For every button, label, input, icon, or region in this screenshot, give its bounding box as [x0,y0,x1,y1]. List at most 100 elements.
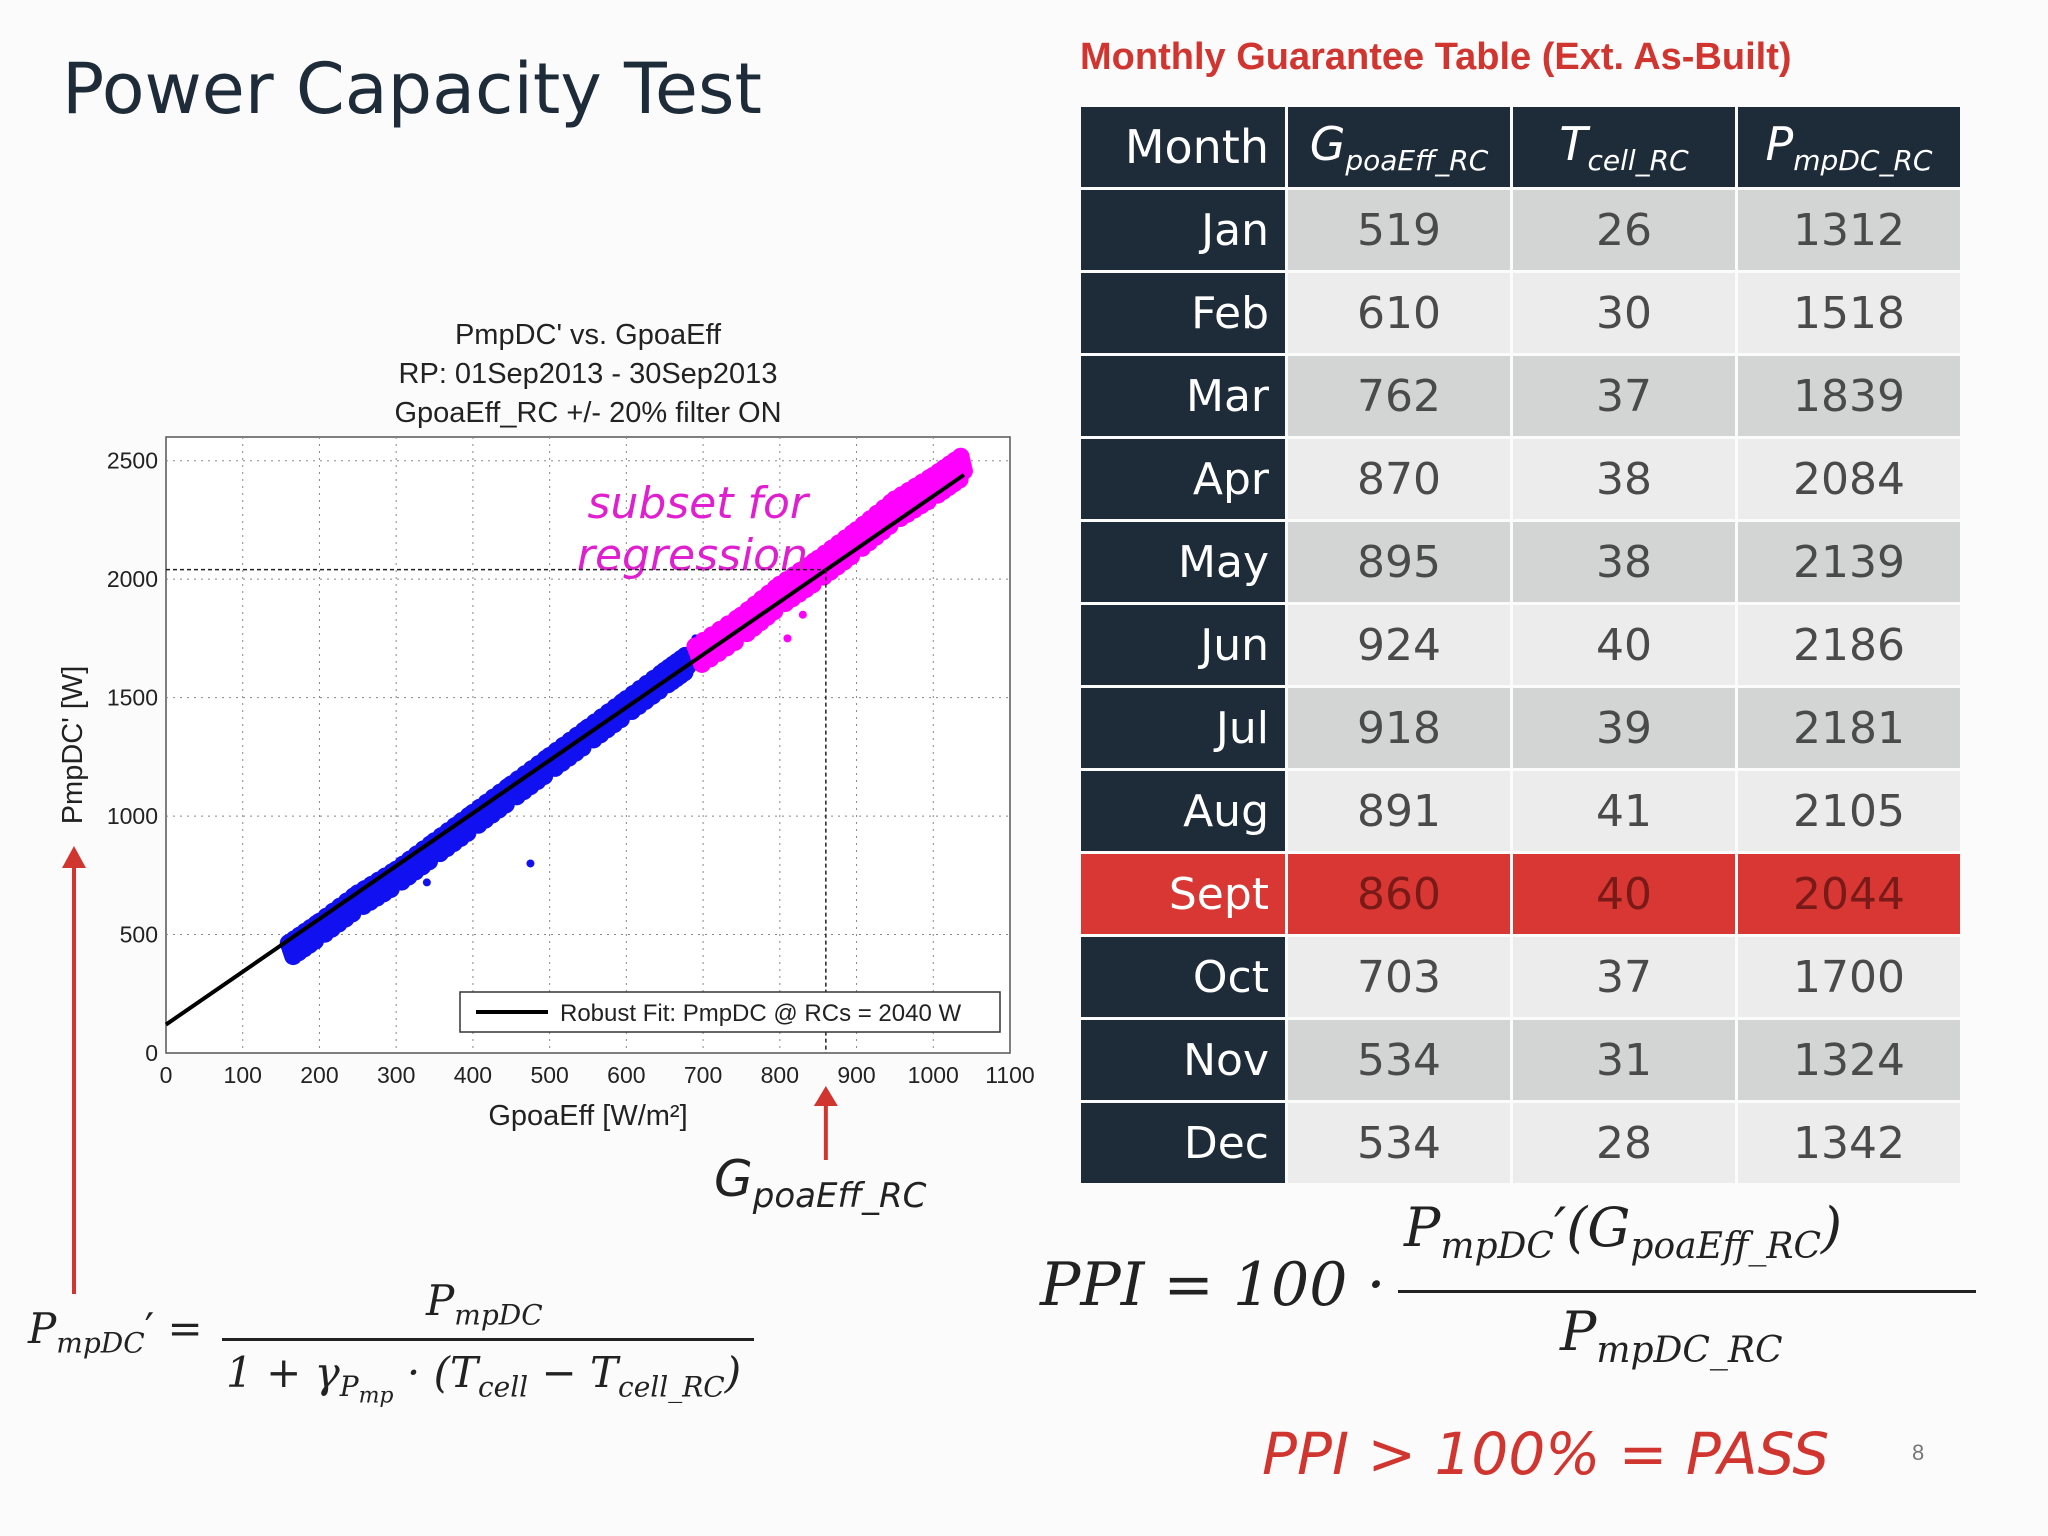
ppi-numerator: PmpDC′(GpoaEff_RC) [1404,1196,1842,1267]
arrowhead-icon [62,846,86,868]
fraction-bar-1 [222,1338,754,1341]
t-cell: 38 [1510,519,1738,605]
outlier-point [422,878,431,887]
t-cell: 30 [1510,270,1738,356]
ppi-num-sub: mpDC [1440,1225,1554,1267]
header-t-cell-rc: Tcell_RC [1510,104,1738,190]
ppi-den-sub: mpDC_RC [1596,1329,1783,1371]
month-cell: Jan [1078,187,1288,273]
y-tick-label: 500 [120,922,158,948]
header-g-sub: poaEff_RC [1345,144,1489,178]
header-t-main: T [1559,116,1588,171]
y-axis-label: PmpDC' [W] [57,666,89,825]
month-cell: Sept [1078,851,1288,937]
table-row: Jul 918 39 2181 [1078,685,1963,771]
ppi-num-end: ) [1821,1196,1843,1259]
t-cell: 37 [1510,353,1738,439]
g-poaeff-rc-label: GpoaEff_RC [714,1150,926,1216]
table-row: Jun 924 40 2186 [1078,602,1963,688]
t-cell: 40 [1510,851,1738,937]
pass-criterion: PPI > 100% = PASS [1262,1420,1830,1488]
series-1 [686,447,973,673]
num-sub: mpDC [454,1298,543,1332]
chart-legend: Robust Fit: PmpDC @ RCs = 2040 W [459,991,1001,1033]
chart-title-line: PmpDC' vs. GpoaEff [455,319,722,351]
g-cell: 534 [1285,1017,1513,1103]
lhs-sub: mpDC [56,1326,145,1360]
den-gamma-subsub: mp [358,1383,394,1409]
y-tick-label: 1500 [107,685,158,711]
month-cell: Jul [1078,685,1288,771]
g-cell: 762 [1285,353,1513,439]
p-cell: 1342 [1735,1100,1963,1186]
t-cell: 28 [1510,1100,1738,1186]
data-point [954,461,973,480]
month-cell: Jun [1078,602,1288,688]
header-p-sub: mpDC_RC [1793,144,1933,178]
table-row: Sept 860 40 2044 [1078,851,1963,937]
g-cell: 519 [1285,187,1513,273]
table-body: Jan 519 26 1312 Feb 610 30 1518 Mar 762 37 1839 Apr 8… [1078,187,1963,1186]
table-row: Dec 534 28 1342 [1078,1100,1963,1186]
month-cell: Aug [1078,768,1288,854]
ppi-num-prime: ′(G [1553,1196,1631,1259]
table-title: Monthly Guarantee Table (Ext. As-Built) [1080,36,1792,78]
month-cell: Mar [1078,353,1288,439]
chart-title-line: RP: 01Sep2013 - 30Sep2013 [399,358,778,390]
table-row: Nov 534 31 1324 [1078,1017,1963,1103]
x-tick-label: 300 [377,1062,415,1088]
x-tick-label: 0 [160,1062,173,1088]
ppi-lhs: PPI = 100 · [1040,1250,1386,1320]
page-title: Power Capacity Test [62,48,762,130]
x-tick-label: 1000 [908,1062,959,1088]
lhs-prime: ′ = [144,1304,203,1353]
x-tick-label: 900 [837,1062,875,1088]
x-tick-label: 600 [607,1062,645,1088]
month-cell: Dec [1078,1100,1288,1186]
ppi-num-g-sub: poaEff_RC [1630,1225,1822,1267]
month-cell: May [1078,519,1288,605]
lhs-main: P [28,1304,57,1353]
annotation-line: regression [577,530,808,581]
outlier-point [526,859,535,868]
g-cell: 895 [1285,519,1513,605]
month-cell: Nov [1078,1017,1288,1103]
g-cell: 534 [1285,1100,1513,1186]
p-cell: 2105 [1735,768,1963,854]
den-t1-sub: cell [477,1370,529,1404]
table-row: Aug 891 41 2105 [1078,768,1963,854]
table-row: Jan 519 26 1312 [1078,187,1963,273]
month-cell: Feb [1078,270,1288,356]
g-cell: 870 [1285,436,1513,522]
x-tick-label: 800 [761,1062,799,1088]
header-p-mpdc-rc: PmpDC_RC [1735,104,1963,190]
arrowhead-icon [813,1086,838,1106]
month-cell: Apr [1078,436,1288,522]
y-tick-label: 2000 [107,566,158,592]
x-tick-label: 200 [300,1062,338,1088]
header-g-poaeff-rc: GpoaEff_RC [1285,104,1513,190]
den-t2-sub: cell_RC [618,1370,725,1404]
t-cell: 41 [1510,768,1738,854]
t-cell: 38 [1510,436,1738,522]
fit-line [164,473,966,1027]
pmpdc-prime-numerator: PmpDC [426,1276,543,1331]
table-row: Mar 762 37 1839 [1078,353,1963,439]
ppi-denominator: PmpDC_RC [1560,1300,1783,1371]
x-axis-label: GpoaEff [W/m²] [488,1100,687,1132]
fraction-bar-2 [1398,1290,1976,1293]
outlier-point [783,634,792,643]
x-tick-label: 400 [454,1062,492,1088]
table-row: Oct 703 37 1700 [1078,934,1963,1020]
annotation-line: subset for [588,478,811,529]
x-tick-label: 100 [224,1062,262,1088]
table-row: Apr 870 38 2084 [1078,436,1963,522]
y-tick-label: 0 [145,1040,158,1066]
g-label-main: G [714,1150,753,1208]
x-tick-label: 500 [530,1062,568,1088]
t-cell: 40 [1510,602,1738,688]
den-end: ) [724,1348,742,1397]
table-row: Feb 610 30 1518 [1078,270,1963,356]
t-cell: 31 [1510,1017,1738,1103]
den-gamma-sub: Pmp [340,1370,394,1409]
